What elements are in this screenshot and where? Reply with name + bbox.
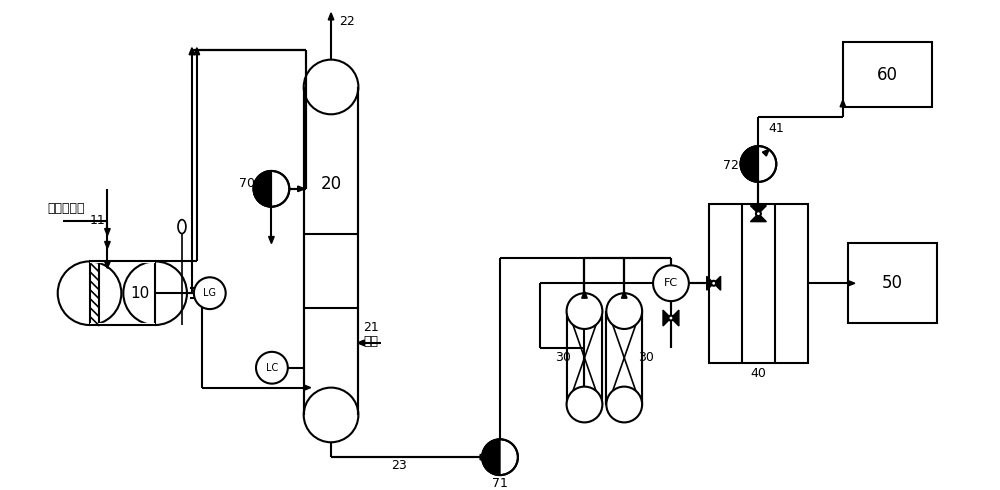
Bar xyxy=(304,87,358,415)
Polygon shape xyxy=(357,340,364,345)
Polygon shape xyxy=(304,385,311,391)
Polygon shape xyxy=(840,100,846,107)
Polygon shape xyxy=(750,214,766,221)
Polygon shape xyxy=(709,280,716,286)
Text: 蒸汽: 蒸汽 xyxy=(363,335,378,348)
Circle shape xyxy=(482,440,518,475)
Ellipse shape xyxy=(606,387,642,422)
Circle shape xyxy=(194,277,226,309)
Ellipse shape xyxy=(567,293,602,329)
Polygon shape xyxy=(328,13,334,20)
Bar xyxy=(848,244,937,323)
Text: 30: 30 xyxy=(555,351,571,364)
Polygon shape xyxy=(714,276,721,290)
Polygon shape xyxy=(741,146,758,182)
Ellipse shape xyxy=(304,60,358,114)
Bar xyxy=(843,42,932,107)
Text: 10: 10 xyxy=(131,286,150,301)
Circle shape xyxy=(256,352,288,384)
Polygon shape xyxy=(482,440,500,475)
Polygon shape xyxy=(762,149,769,156)
Ellipse shape xyxy=(606,293,642,329)
Text: FC: FC xyxy=(664,278,678,288)
Text: 72: 72 xyxy=(723,159,739,172)
Ellipse shape xyxy=(304,388,358,442)
Text: LG: LG xyxy=(203,288,216,298)
Text: 11: 11 xyxy=(90,214,105,227)
Circle shape xyxy=(741,146,776,182)
Polygon shape xyxy=(298,186,305,192)
Polygon shape xyxy=(269,237,274,244)
Bar xyxy=(90,261,155,325)
Text: 40: 40 xyxy=(750,367,766,380)
Polygon shape xyxy=(480,454,487,460)
Polygon shape xyxy=(105,229,110,236)
Text: 30: 30 xyxy=(638,351,654,364)
Text: 20: 20 xyxy=(320,175,342,193)
Polygon shape xyxy=(194,48,200,55)
Circle shape xyxy=(653,266,689,301)
Text: LC: LC xyxy=(266,363,278,373)
Circle shape xyxy=(668,316,673,320)
Ellipse shape xyxy=(178,220,186,234)
Circle shape xyxy=(254,171,289,207)
Bar xyxy=(567,311,602,405)
Text: 60: 60 xyxy=(877,66,898,83)
Text: 50: 50 xyxy=(882,274,903,292)
Circle shape xyxy=(711,281,716,286)
Text: 41: 41 xyxy=(768,122,784,135)
Polygon shape xyxy=(582,291,587,298)
Polygon shape xyxy=(621,291,627,298)
Text: 22: 22 xyxy=(339,15,355,28)
Text: 70: 70 xyxy=(239,177,255,191)
Polygon shape xyxy=(748,149,754,156)
Polygon shape xyxy=(750,206,766,214)
Text: 23: 23 xyxy=(391,459,406,472)
Polygon shape xyxy=(848,280,855,286)
Polygon shape xyxy=(189,48,195,55)
Polygon shape xyxy=(105,242,110,248)
Polygon shape xyxy=(671,310,679,326)
Polygon shape xyxy=(707,276,714,290)
Polygon shape xyxy=(663,310,671,326)
Bar xyxy=(709,204,808,363)
Polygon shape xyxy=(105,261,110,269)
Text: 工艺冷凝液: 工艺冷凝液 xyxy=(48,202,85,215)
Polygon shape xyxy=(254,171,271,207)
Text: 71: 71 xyxy=(492,477,508,490)
Circle shape xyxy=(756,211,761,216)
Ellipse shape xyxy=(567,387,602,422)
Text: 21: 21 xyxy=(363,321,379,334)
Bar xyxy=(606,311,642,405)
